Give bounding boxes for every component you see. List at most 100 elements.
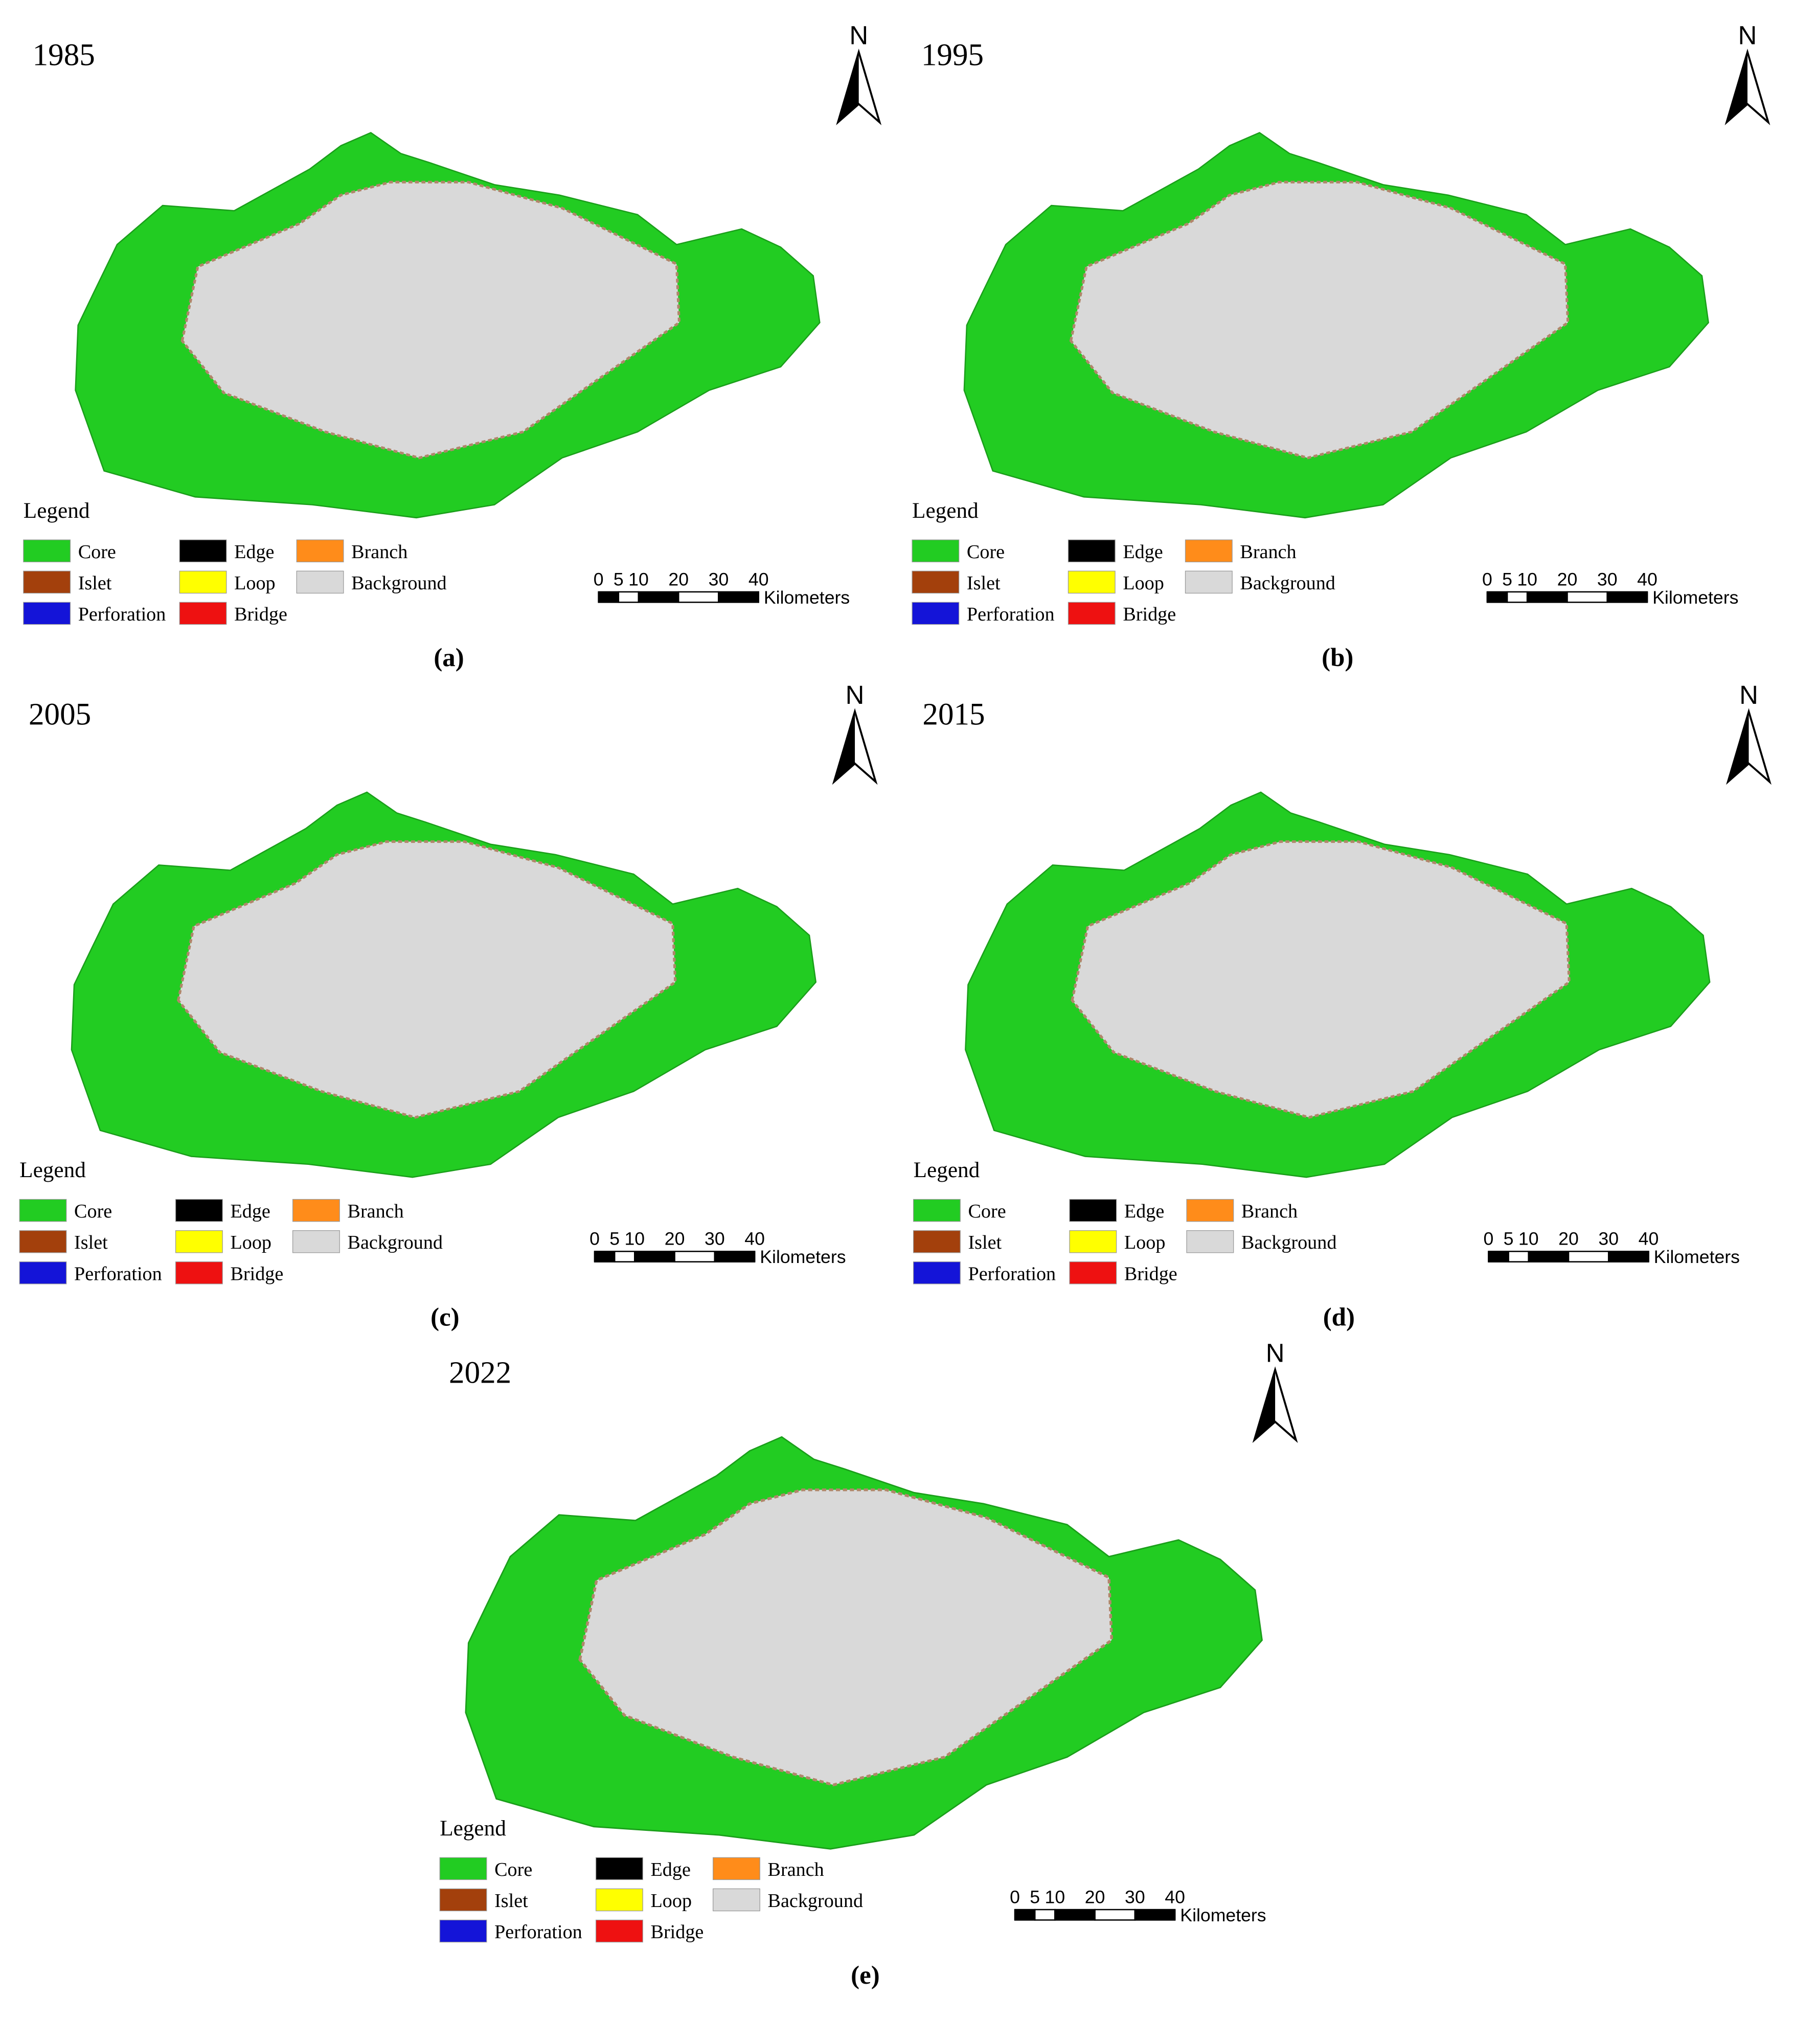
map-panel: 2005NLegendCoreIsletPerforationEdgeLoopB… <box>19 680 878 1331</box>
scale-tick-label: 0 <box>594 569 604 589</box>
legend-item: Loop <box>651 1890 692 1912</box>
legend-item: Background <box>768 1890 864 1912</box>
legend-item: Loop <box>230 1232 271 1253</box>
scale-segment <box>714 1251 756 1262</box>
scale-tick-label: 5 <box>1502 569 1512 589</box>
scale-segment <box>594 1251 616 1262</box>
scale-segment <box>614 1251 636 1262</box>
legend-swatch <box>1068 570 1116 594</box>
legend-item: Core <box>74 1201 112 1222</box>
legend-swatch <box>595 1857 643 1880</box>
scale-tick-label: 20 <box>1557 569 1578 589</box>
legend-swatch <box>1068 602 1116 625</box>
legend-swatch <box>595 1888 643 1912</box>
legend-swatch <box>179 570 227 594</box>
north-arrow-half <box>837 52 859 123</box>
panel-year: 1985 <box>33 38 95 72</box>
scale-segment <box>1054 1909 1096 1921</box>
scale-tick-label: 10 <box>1517 569 1537 589</box>
scale-tick-label: 20 <box>1085 1887 1105 1907</box>
scale-tick-label: 40 <box>1637 569 1658 589</box>
scale-segment <box>1488 1251 1509 1262</box>
study-area-map <box>71 791 817 1178</box>
scale-tick-label: 40 <box>1639 1229 1659 1249</box>
legend-title: Legend <box>19 1158 86 1182</box>
legend-swatch <box>292 1199 340 1222</box>
north-arrow-half <box>1728 711 1749 782</box>
legend-item: Branch <box>768 1859 824 1880</box>
scale-tick-label: 5 <box>614 569 624 589</box>
scale-tick-label: 5 <box>609 1229 620 1249</box>
study-area-map <box>965 791 1711 1178</box>
map-panel: 1985 N Legend Core Islet Perforation Edge Loop B… <box>23 21 882 672</box>
scale-segment <box>677 591 719 603</box>
legend-item: Core <box>494 1859 532 1880</box>
legend-title: Legend <box>912 498 979 523</box>
scale-unit: Kilometers <box>760 1247 846 1267</box>
map-panel: 2022 N Legend Core Islet Perforation Edge Loop B… <box>439 1339 1298 1990</box>
legend-item: Bridge <box>651 1921 704 1943</box>
scale-tick-label: 5 <box>1504 1229 1514 1249</box>
legend-item: Islet <box>78 572 112 594</box>
scale-tick-label: 20 <box>668 569 689 589</box>
study-area-map <box>465 1436 1263 1850</box>
panel-year: 1995 <box>921 38 984 72</box>
scale-segment <box>718 591 760 603</box>
legend-swatch <box>913 1199 961 1222</box>
legend-swatch <box>1069 1261 1117 1284</box>
legend-item: Branch <box>1241 1201 1298 1222</box>
scale-unit: Kilometers <box>1180 1905 1266 1925</box>
legend-item: Background <box>348 1232 443 1253</box>
north-label: N <box>1739 680 1758 709</box>
scale-segment <box>618 591 640 603</box>
legend-swatch <box>19 1199 67 1222</box>
north-label: N <box>1738 21 1757 50</box>
legend-swatch <box>713 1857 760 1880</box>
legend-swatch <box>439 1857 487 1880</box>
scale-segment <box>1508 1251 1530 1262</box>
legend-swatch <box>296 539 344 563</box>
panel-label: (d) <box>1323 1303 1355 1331</box>
north-arrow-half <box>1727 52 1747 123</box>
scale-tick-label: 0 <box>1010 1887 1020 1907</box>
legend-item: Islet <box>967 572 1001 594</box>
legend-swatch <box>1185 539 1233 563</box>
scale-segment <box>1094 1909 1136 1921</box>
panel-year: 2022 <box>449 1356 511 1390</box>
scale-segment <box>1486 591 1508 603</box>
scale-unit: Kilometers <box>764 587 850 608</box>
scale-segment <box>1134 1909 1176 1921</box>
legend-title: Legend <box>914 1158 980 1182</box>
background-area <box>1071 840 1571 1119</box>
background-area <box>1069 180 1570 460</box>
scale-segment <box>1014 1909 1036 1921</box>
legend-swatch <box>1185 570 1233 594</box>
scale-tick-label: 30 <box>1597 569 1618 589</box>
legend-swatch <box>23 570 71 594</box>
legend-swatch <box>179 602 227 625</box>
scale-tick-label: 40 <box>748 569 769 589</box>
scale-tick-label: 30 <box>1125 1887 1145 1907</box>
panel-year: 2005 <box>29 698 91 732</box>
legend-swatch <box>913 1230 961 1253</box>
legend-swatch <box>1186 1230 1234 1253</box>
background-area <box>180 180 681 460</box>
legend-item: Edge <box>651 1859 691 1880</box>
scale-segment <box>1568 1251 1609 1262</box>
legend-swatch <box>439 1919 487 1943</box>
scale-tick-label: 20 <box>665 1229 685 1249</box>
panel-label: (a) <box>434 644 464 672</box>
legend-item: Edge <box>1123 541 1163 563</box>
study-area-map <box>963 132 1709 519</box>
legend-swatch <box>595 1919 643 1943</box>
panel-year: 2015 <box>922 698 985 732</box>
legend-item: Islet <box>968 1232 1002 1253</box>
legend-item: Edge <box>230 1201 270 1222</box>
scale-tick-label: 0 <box>1482 569 1492 589</box>
legend-swatch <box>175 1261 223 1284</box>
scale-tick-label: 30 <box>705 1229 725 1249</box>
legend-item: Background <box>1241 1232 1337 1253</box>
north-arrow-half <box>1254 1369 1276 1440</box>
legend-item: Perforation <box>78 604 166 625</box>
legend-swatch <box>23 539 71 563</box>
